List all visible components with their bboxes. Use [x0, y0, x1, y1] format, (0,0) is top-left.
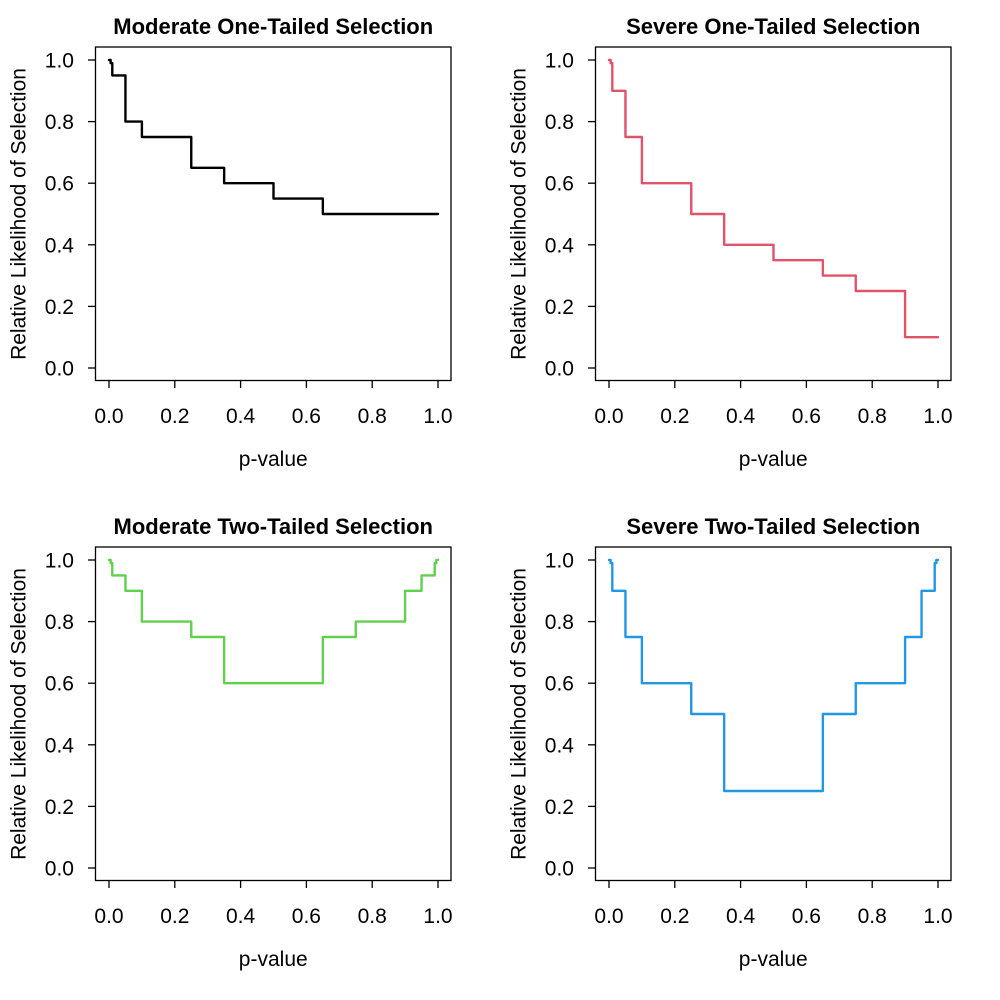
x-tick-label: 0.4 — [726, 405, 756, 428]
x-axis-label: p-value — [739, 948, 808, 971]
step-line — [607, 558, 940, 793]
x-tick-label: 0.0 — [94, 905, 123, 928]
y-axis-label: Relative Likelihood of Selection — [508, 568, 531, 860]
y-tick-label: 1.0 — [545, 50, 574, 73]
x-tick-label: 0.6 — [792, 405, 821, 428]
x-tick-label: 0.2 — [160, 405, 189, 428]
x-tick-label: 0.4 — [226, 905, 256, 928]
x-tick-label: 0.0 — [594, 405, 623, 428]
x-tick-label: 0.2 — [660, 405, 689, 428]
x-tick-label: 0.4 — [226, 405, 256, 428]
plot-box — [594, 46, 952, 382]
x-tick-label: 0.8 — [358, 905, 387, 928]
y-tick-label: 0.8 — [545, 111, 574, 134]
x-tick-label: 1.0 — [423, 905, 452, 928]
chart-title: Severe Two-Tailed Selection — [626, 514, 920, 539]
y-tick-label: 0.2 — [545, 796, 574, 819]
y-tick-label: 0.8 — [45, 611, 74, 634]
y-tick-label: 0.4 — [45, 234, 75, 257]
step-line — [607, 58, 940, 339]
plot-box — [594, 546, 952, 882]
x-axis-label: p-value — [239, 448, 308, 471]
y-axis-label: Relative Likelihood of Selection — [8, 568, 31, 860]
step-chart: 0.0 0.2 0.4 0.6 0.8 1.0 0.0 0.2 0.4 0.6 0.8 1.0 Seve… — [508, 514, 953, 971]
chart-title: Moderate Two-Tailed Selection — [114, 514, 433, 539]
panel-moderate-two-tailed: 0.0 0.2 0.4 0.6 0.8 1.0 0.0 0.2 0.4 0.6 0.8 1.0 Mode… — [0, 500, 500, 1000]
chart-title: Severe One-Tailed Selection — [626, 14, 920, 39]
plot-box — [94, 546, 452, 882]
y-tick-label: 0.6 — [45, 673, 74, 696]
y-tick-label: 0.4 — [45, 734, 75, 757]
panel-severe-one-tailed: 0.0 0.2 0.4 0.6 0.8 1.0 0.0 0.2 0.4 0.6 0.8 1.0 Seve… — [500, 0, 1000, 500]
y-tick-label: 0.0 — [545, 358, 574, 381]
y-tick-label: 0.0 — [45, 358, 74, 381]
x-tick-label: 1.0 — [423, 405, 452, 428]
step-line — [107, 558, 440, 685]
x-tick-label: 0.6 — [792, 905, 821, 928]
x-tick-label: 1.0 — [923, 905, 952, 928]
y-axis-label: Relative Likelihood of Selection — [8, 68, 31, 360]
y-axis-label: Relative Likelihood of Selection — [508, 68, 531, 360]
y-tick-label: 0.2 — [545, 296, 574, 319]
x-tick-label: 0.0 — [594, 905, 623, 928]
step-chart: 0.0 0.2 0.4 0.6 0.8 1.0 0.0 0.2 0.4 0.6 0.8 1.0 Mode… — [8, 14, 453, 471]
y-tick-label: 1.0 — [45, 50, 74, 73]
y-tick-label: 0.2 — [45, 296, 74, 319]
y-tick-label: 0.0 — [545, 858, 574, 881]
chart-title: Moderate One-Tailed Selection — [113, 14, 433, 39]
step-line — [107, 58, 440, 216]
x-axis-label: p-value — [239, 948, 308, 971]
x-tick-label: 0.2 — [160, 905, 189, 928]
x-tick-label: 0.2 — [660, 905, 689, 928]
y-tick-label: 0.4 — [545, 734, 575, 757]
y-tick-label: 0.4 — [545, 234, 575, 257]
y-tick-label: 1.0 — [545, 550, 574, 573]
y-tick-label: 0.6 — [545, 173, 574, 196]
y-tick-label: 0.0 — [45, 858, 74, 881]
x-tick-label: 0.0 — [94, 405, 123, 428]
x-tick-label: 0.6 — [292, 905, 321, 928]
step-chart: 0.0 0.2 0.4 0.6 0.8 1.0 0.0 0.2 0.4 0.6 0.8 1.0 Seve… — [508, 14, 953, 471]
y-tick-label: 0.8 — [545, 611, 574, 634]
step-chart: 0.0 0.2 0.4 0.6 0.8 1.0 0.0 0.2 0.4 0.6 0.8 1.0 Mode… — [8, 514, 453, 971]
panel-severe-two-tailed: 0.0 0.2 0.4 0.6 0.8 1.0 0.0 0.2 0.4 0.6 0.8 1.0 Seve… — [500, 500, 1000, 1000]
y-tick-label: 0.2 — [45, 796, 74, 819]
y-tick-label: 0.8 — [45, 111, 74, 134]
x-tick-label: 0.8 — [858, 405, 887, 428]
x-axis-label: p-value — [739, 448, 808, 471]
y-tick-label: 0.6 — [45, 173, 74, 196]
x-tick-label: 0.8 — [358, 405, 387, 428]
y-tick-label: 1.0 — [45, 550, 74, 573]
x-tick-label: 0.6 — [292, 405, 321, 428]
x-tick-label: 0.8 — [858, 905, 887, 928]
plot-box — [94, 46, 452, 382]
x-tick-label: 0.4 — [726, 905, 756, 928]
x-tick-label: 1.0 — [923, 405, 952, 428]
y-tick-label: 0.6 — [545, 673, 574, 696]
panel-moderate-one-tailed: 0.0 0.2 0.4 0.6 0.8 1.0 0.0 0.2 0.4 0.6 0.8 1.0 Mode… — [0, 0, 500, 500]
